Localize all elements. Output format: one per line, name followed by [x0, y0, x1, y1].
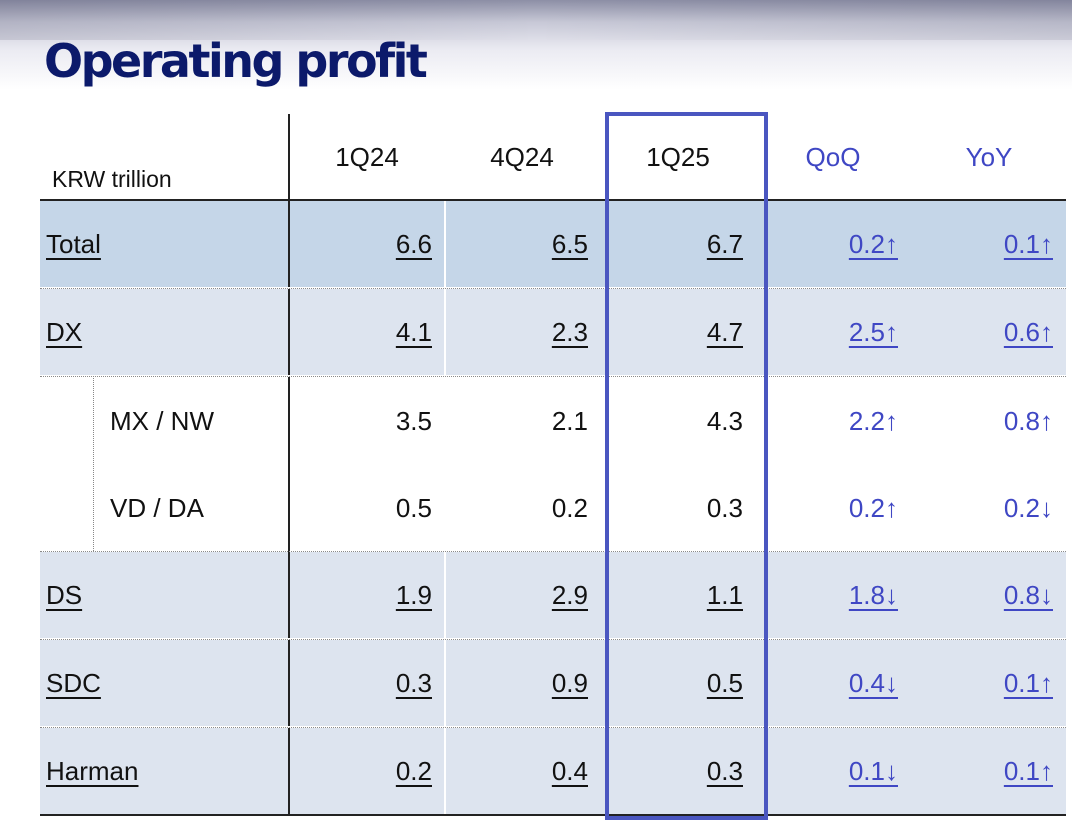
- table-row-sdc: SDC 0.3 0.9 0.5 0.4↓ 0.1↑: [40, 640, 1066, 726]
- column-divider: [444, 552, 446, 638]
- column-divider: [764, 640, 766, 726]
- subrow-indent-guide: [93, 376, 94, 551]
- cell-1q24[interactable]: 0.3: [395, 667, 432, 698]
- cell-yoy[interactable]: 0.8↓: [1003, 579, 1053, 610]
- cell-4q24[interactable]: 2.9: [551, 579, 588, 610]
- cell-1q25[interactable]: 0.3: [706, 755, 743, 786]
- cell-4q24: 2.1: [551, 405, 588, 436]
- cell-yoy: 0.2↓: [1003, 492, 1053, 523]
- cell-1q24[interactable]: 0.2: [395, 755, 432, 786]
- table-row-dx: DX 4.1 2.3 4.7 2.5↑ 0.6↑: [40, 289, 1066, 375]
- cell-qoq: 0.2↑: [848, 492, 898, 523]
- cell-4q24[interactable]: 6.5: [551, 228, 588, 259]
- column-divider: [764, 552, 766, 638]
- cell-yoy[interactable]: 0.1↑: [1003, 228, 1053, 259]
- cell-qoq[interactable]: 2.5↑: [848, 316, 898, 347]
- table-bottom-rule: [40, 814, 1066, 816]
- unit-label: KRW trillion: [52, 166, 172, 192]
- table-row-vd-da: VD / DA 0.5 0.2 0.3 0.2↑ 0.2↓: [40, 464, 1066, 552]
- cell-1q25[interactable]: 4.7: [706, 316, 743, 347]
- column-divider: [764, 201, 766, 287]
- cell-1q25[interactable]: 6.7: [706, 228, 743, 259]
- column-divider: [444, 289, 446, 375]
- label-divider: [288, 289, 290, 375]
- cell-yoy[interactable]: 0.1↑: [1003, 755, 1053, 786]
- cell-1q25: 0.3: [706, 492, 743, 523]
- row-label-mx-nw: MX / NW: [110, 405, 214, 436]
- column-header-qoq: QoQ: [805, 142, 861, 172]
- cell-1q24[interactable]: 1.9: [395, 579, 432, 610]
- header-background: [0, 0, 1072, 110]
- label-divider: [288, 464, 290, 552]
- label-divider: [288, 728, 290, 814]
- row-separator: [40, 376, 1066, 377]
- cell-4q24[interactable]: 0.9: [551, 667, 588, 698]
- cell-1q24: 3.5: [395, 405, 432, 436]
- cell-yoy[interactable]: 0.1↑: [1003, 667, 1053, 698]
- row-separator: [40, 727, 1066, 728]
- cell-qoq[interactable]: 1.8↓: [848, 579, 898, 610]
- column-header-1q25: 1Q25: [646, 142, 710, 172]
- cell-4q24[interactable]: 0.4: [551, 755, 588, 786]
- table-row-ds: DS 1.9 2.9 1.1 1.8↓ 0.8↓: [40, 552, 1066, 638]
- header-divider: [288, 114, 290, 200]
- row-label-harman[interactable]: Harman: [46, 755, 139, 786]
- cell-4q24: 0.2: [551, 492, 588, 523]
- row-separator: [40, 288, 1066, 289]
- column-divider: [444, 640, 446, 726]
- column-divider: [764, 728, 766, 814]
- cell-1q24: 0.5: [395, 492, 432, 523]
- cell-4q24[interactable]: 2.3: [551, 316, 588, 347]
- cell-qoq[interactable]: 0.1↓: [848, 755, 898, 786]
- table-row-total: Total 6.6 6.5 6.7 0.2↑ 0.1↑: [40, 201, 1066, 287]
- cell-yoy: 0.8↑: [1003, 405, 1053, 436]
- cell-qoq[interactable]: 0.2↑: [848, 228, 898, 259]
- cell-1q25: 4.3: [706, 405, 743, 436]
- column-header-yoy: YoY: [965, 142, 1013, 172]
- cell-1q24[interactable]: 4.1: [395, 316, 432, 347]
- header-rule: [40, 199, 1066, 201]
- row-label-sdc[interactable]: SDC: [46, 667, 101, 698]
- cell-1q25[interactable]: 1.1: [706, 579, 743, 610]
- column-header-4q24: 4Q24: [490, 142, 554, 172]
- row-separator: [40, 639, 1066, 640]
- column-divider: [444, 201, 446, 287]
- row-label-vd-da: VD / DA: [110, 492, 204, 523]
- cell-1q25[interactable]: 0.5: [706, 667, 743, 698]
- column-header-1q24: 1Q24: [335, 142, 399, 172]
- label-divider: [288, 201, 290, 287]
- cell-qoq: 2.2↑: [848, 405, 898, 436]
- cell-yoy[interactable]: 0.6↑: [1003, 316, 1053, 347]
- table-row-harman: Harman 0.2 0.4 0.3 0.1↓ 0.1↑: [40, 728, 1066, 814]
- page-title: Operating profit: [44, 34, 428, 88]
- row-label-total[interactable]: Total: [46, 228, 101, 259]
- row-label-ds[interactable]: DS: [46, 579, 83, 610]
- cell-1q24[interactable]: 6.6: [395, 228, 432, 259]
- cell-qoq[interactable]: 0.4↓: [848, 667, 898, 698]
- table-row-mx-nw: MX / NW 3.5 2.1 4.3 2.2↑ 0.8↑: [40, 377, 1066, 465]
- label-divider: [288, 552, 290, 638]
- label-divider: [288, 377, 290, 465]
- label-divider: [288, 640, 290, 726]
- column-divider: [764, 289, 766, 375]
- row-label-dx[interactable]: DX: [46, 316, 83, 347]
- row-separator: [40, 551, 1066, 552]
- column-divider: [444, 728, 446, 814]
